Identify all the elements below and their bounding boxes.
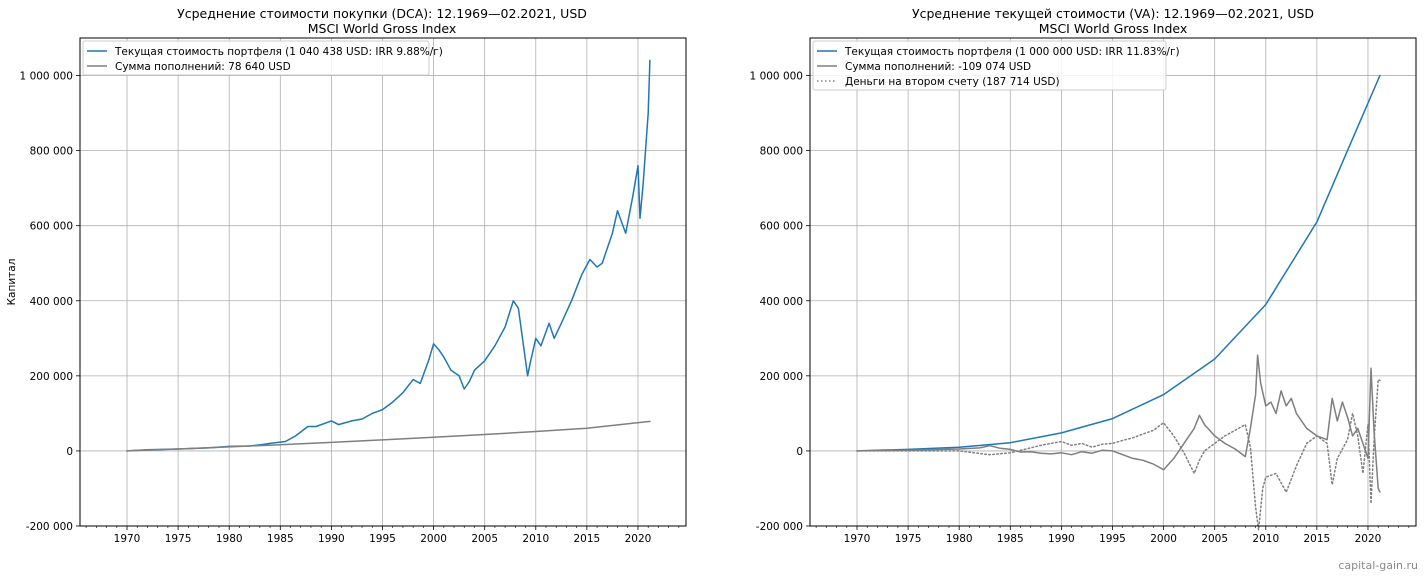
grid <box>810 38 1416 527</box>
y-tick-label: -200 000 <box>756 521 803 533</box>
x-tick-label: 1985 <box>267 533 294 545</box>
series-line-0 <box>856 74 1381 452</box>
legend-box <box>812 40 1167 91</box>
x-tick-label: 2010 <box>1252 533 1279 545</box>
legend-label-contributions: Сумма пополнений: 78 640 USD <box>115 61 291 73</box>
y-axis-label: Капитал <box>6 259 18 306</box>
plot-area <box>809 37 1417 527</box>
chart-subtitle: MSCI World Gross Index <box>308 21 457 36</box>
series-line-1 <box>856 354 1381 493</box>
chart-subtitle: MSCI World Gross Index <box>1039 21 1188 36</box>
tick-layer: 1970 1975 1980 1985 1990 1995 2000 2005 2010 2015… <box>750 71 1410 545</box>
y-tick-label: 600 000 <box>30 221 73 233</box>
series-layer <box>126 59 651 452</box>
series-line-2 <box>856 378 1381 531</box>
x-tick-label: 1975 <box>895 533 922 545</box>
legend-box <box>82 40 430 76</box>
y-tick-label: 400 000 <box>760 296 803 308</box>
x-tick-label: 2015 <box>1304 533 1331 545</box>
x-tick-label: 1985 <box>997 533 1024 545</box>
x-tick-label: 2005 <box>471 533 498 545</box>
x-tick-label: 1990 <box>1048 533 1075 545</box>
series-layer <box>856 74 1381 531</box>
y-tick-label: 0 <box>796 446 803 458</box>
x-tick-label: 1970 <box>114 533 141 545</box>
series-line-0 <box>126 59 651 452</box>
tick-layer: 1970 1975 1980 1985 1990 1995 2000 2005 2010 2015… <box>20 71 680 545</box>
legend: Текущая стоимость портфеля (1 000 000 US… <box>812 40 1180 91</box>
x-tick-label: 1975 <box>165 533 192 545</box>
x-tick-label: 1995 <box>1099 533 1126 545</box>
x-tick-label: 1980 <box>946 533 973 545</box>
legend: Текущая стоимость портфеля (1 040 438 US… <box>82 40 443 76</box>
x-tick-label: 2000 <box>420 533 447 545</box>
y-tick-label: 1 000 000 <box>20 71 73 83</box>
x-tick-label: 1990 <box>318 533 345 545</box>
y-tick-label: 1 000 000 <box>750 71 803 83</box>
chart-title: Усреднение текущей стоимости (VA): 12.19… <box>912 6 1314 21</box>
legend-label-portfolio: Текущая стоимость портфеля (1 040 438 US… <box>114 46 443 58</box>
watermark: capital-gain.ru <box>1338 559 1418 572</box>
x-tick-label: 2010 <box>522 533 549 545</box>
x-tick-label: 1995 <box>369 533 396 545</box>
chart-dca: Усреднение стоимости покупки (DCA): 12.1… <box>6 6 687 545</box>
y-tick-label: 200 000 <box>760 371 803 383</box>
y-tick-label: 200 000 <box>30 371 73 383</box>
legend-label-contributions: Сумма пополнений: -109 074 USD <box>845 61 1031 73</box>
x-tick-label: 1980 <box>216 533 243 545</box>
legend-label-portfolio: Текущая стоимость портфеля (1 000 000 US… <box>844 46 1180 58</box>
y-tick-label: 800 000 <box>30 146 73 158</box>
y-tick-label: -200 000 <box>26 521 73 533</box>
x-tick-label: 2005 <box>1201 533 1228 545</box>
x-tick-label: 2020 <box>625 533 652 545</box>
x-tick-label: 1970 <box>844 533 871 545</box>
y-tick-label: 400 000 <box>30 296 73 308</box>
y-tick-label: 800 000 <box>760 146 803 158</box>
x-tick-label: 2015 <box>574 533 601 545</box>
x-tick-label: 2020 <box>1355 533 1382 545</box>
y-tick-label: 0 <box>66 446 73 458</box>
y-tick-label: 600 000 <box>760 221 803 233</box>
series-line-1 <box>126 420 651 452</box>
chart-va: Усреднение текущей стоимости (VA): 12.19… <box>750 6 1417 545</box>
plot-area <box>79 37 687 527</box>
legend-label-second-account: Деньги на втором счету (187 714 USD) <box>845 76 1060 88</box>
grid <box>80 38 686 527</box>
chart-title: Усреднение стоимости покупки (DCA): 12.1… <box>177 6 587 21</box>
x-tick-label: 2000 <box>1150 533 1177 545</box>
